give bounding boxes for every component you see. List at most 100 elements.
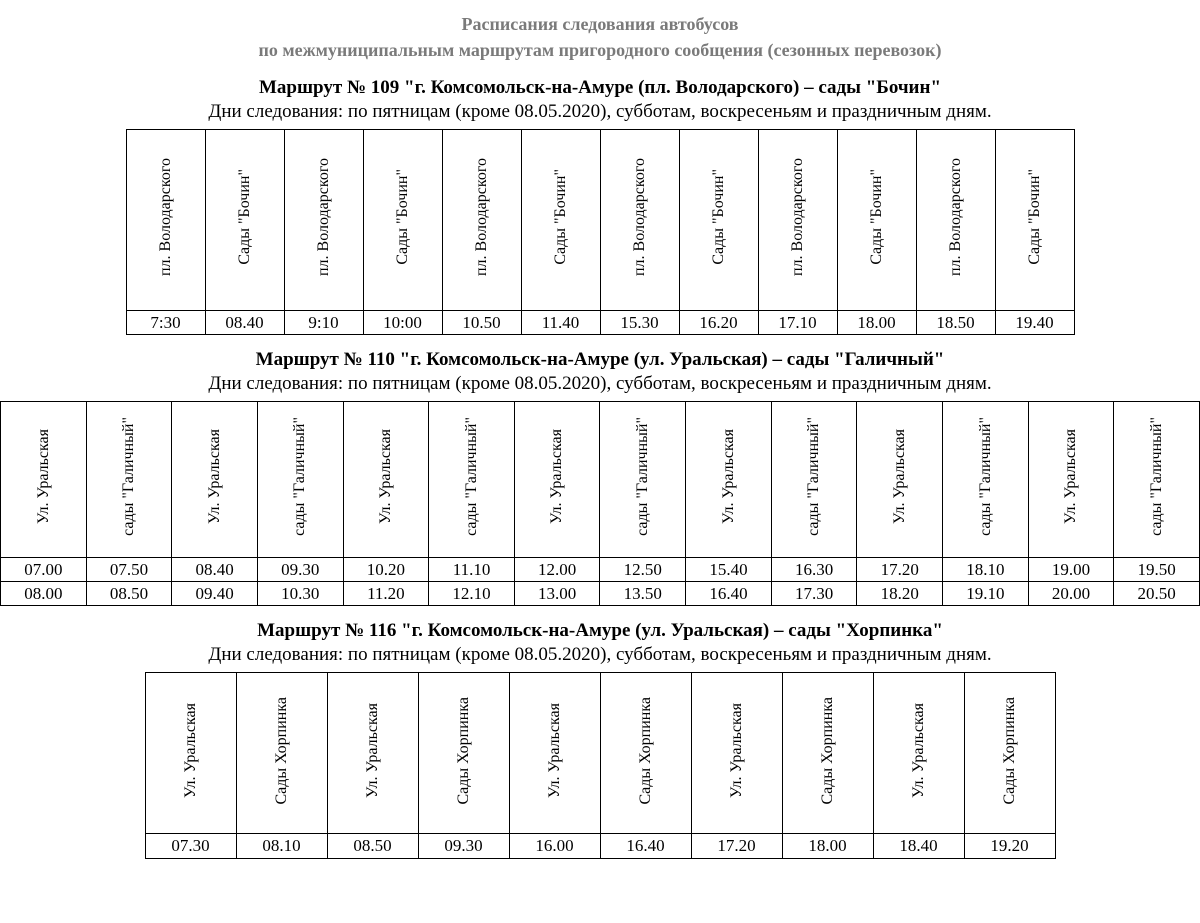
time-cell: 9:10 xyxy=(284,310,363,334)
time-cell: 09.30 xyxy=(257,557,343,581)
column-header: пл. Володарского xyxy=(284,129,363,310)
column-header: Ул. Уральская xyxy=(327,673,418,834)
column-header: Ул. Уральская xyxy=(509,673,600,834)
time-cell: 10.20 xyxy=(343,557,429,581)
table-row: 08.0008.5009.4010.3011.2012.1013.0013.50… xyxy=(1,582,1200,606)
time-cell: 17.20 xyxy=(691,834,782,858)
column-header-label: пл. Володарского xyxy=(947,158,965,276)
column-header: пл. Володарского xyxy=(442,129,521,310)
column-header-label: пл. Володарского xyxy=(631,158,649,276)
time-cell: 16.40 xyxy=(686,582,772,606)
column-header-label: Сады "Бочин" xyxy=(552,169,570,265)
time-cell: 11.40 xyxy=(521,310,600,334)
table-row: 7:3008.409:1010:0010.5011.4015.3016.2017… xyxy=(126,310,1074,334)
column-header-label: Сады "Бочин" xyxy=(710,169,728,265)
column-header: Ул. Уральская xyxy=(691,673,782,834)
time-cell: 17.30 xyxy=(771,582,857,606)
column-header-label: Ул. Уральская xyxy=(891,429,909,524)
route-days: Дни следования: по пятницам (кроме 08.05… xyxy=(0,373,1200,395)
time-cell: 17.20 xyxy=(857,557,943,581)
time-cell: 12.50 xyxy=(600,557,686,581)
column-header-label: Ул. Уральская xyxy=(182,703,200,798)
time-cell: 16.30 xyxy=(771,557,857,581)
column-header: Сады "Бочин" xyxy=(837,129,916,310)
column-header-label: Ул. Уральская xyxy=(546,703,564,798)
column-header: Сады Хорпинка xyxy=(600,673,691,834)
time-cell: 11.10 xyxy=(429,557,515,581)
column-header-label: пл. Володарского xyxy=(789,158,807,276)
time-cell: 10.30 xyxy=(257,582,343,606)
schedule-table: Ул. УральскаяСады ХорпинкаУл. УральскаяС… xyxy=(145,672,1056,858)
time-cell: 17.10 xyxy=(758,310,837,334)
column-header: сады "Галичный" xyxy=(1114,401,1200,557)
time-cell: 19.40 xyxy=(995,310,1074,334)
time-cell: 11.20 xyxy=(343,582,429,606)
time-cell: 07.00 xyxy=(1,557,87,581)
time-cell: 07.30 xyxy=(145,834,236,858)
time-cell: 18.20 xyxy=(857,582,943,606)
table-row: 07.3008.1008.5009.3016.0016.4017.2018.00… xyxy=(145,834,1055,858)
column-header-label: пл. Володарского xyxy=(157,158,175,276)
time-cell: 10.50 xyxy=(442,310,521,334)
table-header-row: пл. Володарского Сады "Бочин" пл. Володарс… xyxy=(126,129,1074,310)
column-header-label: сады "Галичный" xyxy=(291,417,309,536)
column-header: пл. Володарского xyxy=(126,129,205,310)
column-header: сады "Галичный" xyxy=(257,401,343,557)
column-header-label: Ул. Уральская xyxy=(377,429,395,524)
column-header: пл. Володарского xyxy=(758,129,837,310)
column-header-label: Ул. Уральская xyxy=(548,429,566,524)
routes-container: Маршрут № 109 "г. Комсомольск-на-Амуре (… xyxy=(0,77,1200,859)
schedule-table: Ул. Уральская сады "Галичный" Ул. Уральска… xyxy=(0,401,1200,607)
column-header: Ул. Уральская xyxy=(145,673,236,834)
column-header: Ул. Уральская xyxy=(686,401,772,557)
column-header-label: сады "Галичный" xyxy=(463,417,481,536)
column-header-label: Ул. Уральская xyxy=(728,703,746,798)
column-header-label: пл. Володарского xyxy=(473,158,491,276)
time-cell: 07.50 xyxy=(86,557,172,581)
time-cell: 16.00 xyxy=(509,834,600,858)
time-cell: 10:00 xyxy=(363,310,442,334)
column-header-label: сады "Галичный" xyxy=(634,417,652,536)
column-header-label: Ул. Уральская xyxy=(1062,429,1080,524)
column-header-label: сады "Галичный" xyxy=(120,417,138,536)
time-cell: 08.40 xyxy=(205,310,284,334)
time-cell: 08.40 xyxy=(172,557,258,581)
column-header-label: Сады Хорпинка xyxy=(637,697,655,805)
time-cell: 15.40 xyxy=(686,557,772,581)
time-cell: 08.10 xyxy=(236,834,327,858)
column-header: пл. Володарского xyxy=(600,129,679,310)
column-header: Сады Хорпинка xyxy=(236,673,327,834)
route-block: Маршрут № 116 "г. Комсомольск-на-Амуре (… xyxy=(0,620,1200,858)
column-header-label: Сады Хорпинка xyxy=(1001,697,1019,805)
time-cell: 7:30 xyxy=(126,310,205,334)
route-block: Маршрут № 109 "г. Комсомольск-на-Амуре (… xyxy=(0,77,1200,335)
time-cell: 08.00 xyxy=(1,582,87,606)
time-cell: 16.40 xyxy=(600,834,691,858)
column-header: сады "Галичный" xyxy=(600,401,686,557)
time-cell: 18.00 xyxy=(837,310,916,334)
column-header-label: пл. Володарского xyxy=(315,158,333,276)
column-header: Ул. Уральская xyxy=(343,401,429,557)
route-title: Маршрут № 116 "г. Комсомольск-на-Амуре (… xyxy=(0,620,1200,642)
column-header-label: Ул. Уральская xyxy=(910,703,928,798)
time-cell: 16.20 xyxy=(679,310,758,334)
column-header: пл. Володарского xyxy=(916,129,995,310)
column-header-label: сады "Галичный" xyxy=(977,417,995,536)
column-header-label: Сады Хорпинка xyxy=(819,697,837,805)
time-cell: 19.50 xyxy=(1114,557,1200,581)
table-row: 07.0007.5008.4009.3010.2011.1012.0012.50… xyxy=(1,557,1200,581)
column-header-label: Сады "Бочин" xyxy=(868,169,886,265)
route-days: Дни следования: по пятницам (кроме 08.05… xyxy=(0,101,1200,123)
column-header: сады "Галичный" xyxy=(771,401,857,557)
column-header: Сады Хорпинка xyxy=(418,673,509,834)
column-header-label: Ул. Уральская xyxy=(720,429,738,524)
column-header: Сады Хорпинка xyxy=(964,673,1055,834)
time-cell: 09.30 xyxy=(418,834,509,858)
time-cell: 12.10 xyxy=(429,582,515,606)
column-header-label: Сады Хорпинка xyxy=(455,697,473,805)
time-cell: 12.00 xyxy=(514,557,600,581)
column-header: сады "Галичный" xyxy=(86,401,172,557)
column-header: Ул. Уральская xyxy=(1028,401,1114,557)
schedule-table: пл. Володарского Сады "Бочин" пл. Володарс… xyxy=(126,129,1075,335)
column-header: Сады "Бочин" xyxy=(995,129,1074,310)
